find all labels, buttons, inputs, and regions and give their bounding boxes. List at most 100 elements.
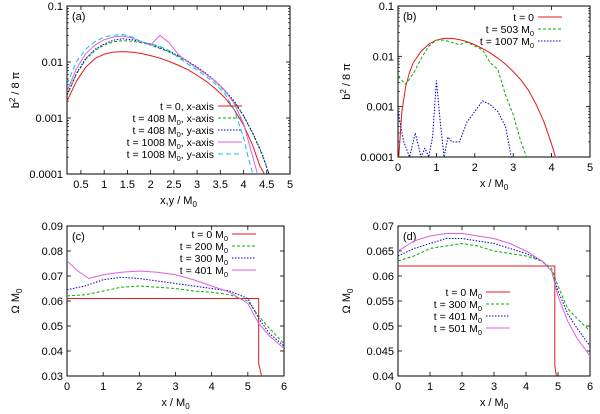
y-axis-label: Ω M0 — [341, 288, 355, 313]
legend-entry-label: t = 300 M0 — [434, 299, 482, 313]
series-line-3 — [398, 238, 590, 347]
x-axis-label: x / M0 — [480, 397, 509, 411]
x-tick-label: 0 — [395, 162, 401, 174]
y-tick-label: 0.01 — [373, 51, 394, 63]
y-tick-label: 0.04 — [373, 371, 394, 383]
legend-entry-label: t = 1008 M0, y-axis — [127, 149, 214, 163]
series-line-1 — [398, 37, 558, 157]
x-tick-label: 6 — [281, 381, 287, 393]
series-group — [398, 37, 558, 157]
legend-entry-label: t = 1008 M0, x-axis — [127, 137, 214, 151]
panel-b: 0 1 2 3 4 5 0.0001 0.001 0.01 0.1 (b) x / M0 b2 / 8 … — [339, 1, 593, 192]
legend-entry-label: t = 501 M0 — [434, 323, 482, 337]
series-line-4 — [67, 34, 258, 174]
x-tick-label: 5 — [587, 162, 593, 174]
panel-d: 0 1 2 3 4 5 6 0.04 0.045 0.05 0.055 0.06 0.065 0.07 (d… — [341, 221, 593, 411]
plot-frame — [397, 5, 591, 158]
y-tick-label: 0.05 — [42, 321, 63, 333]
y-tick-label: 0.0001 — [29, 169, 63, 181]
series-line-1 — [398, 265, 557, 376]
x-tick-label: 0.5 — [73, 179, 88, 191]
y-tick-label: 0.04 — [42, 346, 63, 358]
panel-a: 0.5 1 1.5 2 2.5 3 3.5 4 4.5 5 0.0001 0.001 0.01 0.1 (a… — [8, 1, 293, 209]
x-axis-label: x,y / M0 — [160, 195, 197, 209]
series-line-1 — [67, 51, 265, 174]
plot-frame — [66, 225, 285, 377]
x-tick-label: 5 — [245, 381, 251, 393]
panel-label: (d) — [403, 231, 416, 243]
y-tick-label: 0.001 — [35, 113, 63, 125]
x-tick-label: 2 — [472, 162, 478, 174]
y-axis-label: b2 / 8 π — [339, 63, 353, 100]
y-axis-label: b2 / 8 π — [8, 71, 22, 108]
x-tick-label: 4 — [549, 162, 555, 174]
series-line-2 — [67, 285, 284, 344]
panel-label: (b) — [403, 11, 416, 23]
x-tick-label: 3 — [510, 162, 516, 174]
x-tick-label: 3.5 — [213, 179, 228, 191]
series-line-2 — [67, 40, 270, 174]
y-tick-label: 0.09 — [42, 221, 63, 233]
y-axis-label: Ω M0 — [10, 288, 24, 313]
legend-entry-label: t = 0 M0 — [445, 287, 482, 301]
legend: t = 0t = 503 M0t = 1007 M0 — [480, 12, 562, 50]
series-line-4 — [67, 260, 284, 349]
plot-frame — [397, 225, 591, 377]
series-group — [67, 260, 284, 376]
x-axis-label: x / M0 — [480, 178, 509, 192]
series-group — [398, 233, 590, 376]
y-tick-label: 0.1 — [379, 1, 394, 13]
series-line-1 — [67, 298, 263, 376]
x-tick-label: 4.5 — [259, 179, 274, 191]
x-tick-label: 4 — [523, 381, 529, 393]
x-tick-label: 2 — [136, 381, 142, 393]
x-tick-label: 3 — [172, 381, 178, 393]
y-tick-label: 0.08 — [42, 246, 63, 258]
x-axis-label: x / M0 — [161, 397, 190, 411]
series-line-4 — [398, 233, 590, 357]
y-tick-label: 0.06 — [42, 296, 63, 308]
series-line-3 — [67, 38, 270, 174]
x-tick-label: 5 — [287, 179, 293, 191]
y-tick-label: 0.1 — [48, 1, 63, 13]
y-tick-label: 0.07 — [42, 271, 63, 283]
panel-label: (c) — [72, 231, 85, 243]
x-tick-label: 1 — [427, 381, 433, 393]
x-tick-label: 3 — [491, 381, 497, 393]
panel-c: 0 1 2 3 4 5 6 0.03 0.04 0.05 0.06 0.07 0.08 0.09 (c) x … — [10, 221, 287, 411]
x-tick-label: 6 — [587, 381, 593, 393]
series-line-3 — [67, 276, 284, 347]
x-tick-label: 1 — [100, 381, 106, 393]
y-tick-label: 0.055 — [366, 296, 394, 308]
y-tick-label: 0.0001 — [360, 152, 394, 164]
legend-entry-label: t = 0 — [513, 12, 534, 24]
x-tick-label: 4 — [240, 179, 246, 191]
legend: t = 0 M0t = 300 M0t = 401 M0t = 501 M0 — [434, 287, 510, 337]
legend: t = 0 M0t = 200 M0t = 300 M0t = 401 M0 — [180, 229, 256, 279]
legend-entry-label: t = 300 M0 — [180, 253, 228, 267]
legend-entry-label: t = 401 M0 — [434, 311, 482, 325]
series-line-3 — [398, 80, 512, 157]
legend-entry-label: t = 1007 M0 — [480, 36, 534, 50]
x-tick-label: 1 — [433, 162, 439, 174]
x-tick-label: 2 — [148, 179, 154, 191]
y-tick-label: 0.001 — [366, 102, 394, 114]
legend-entry-label: t = 0, x-axis — [160, 101, 214, 113]
y-tick-label: 0.07 — [373, 221, 394, 233]
y-tick-label: 0.045 — [366, 346, 394, 358]
x-tick-label: 5 — [555, 381, 561, 393]
x-tick-label: 1 — [101, 179, 107, 191]
series-line-2 — [398, 243, 590, 332]
y-tick-label: 0.03 — [42, 371, 63, 383]
x-tick-label: 4 — [209, 381, 215, 393]
legend-entry-label: t = 401 M0 — [180, 265, 228, 279]
x-tick-label: 2.5 — [166, 179, 181, 191]
legend-entry-label: t = 0 M0 — [191, 229, 228, 243]
x-tick-label: 1.5 — [120, 179, 135, 191]
series-group — [67, 33, 270, 174]
x-tick-label: 0 — [395, 381, 401, 393]
x-tick-label: 3 — [194, 179, 200, 191]
legend-entry-label: t = 408 M0, x-axis — [132, 113, 214, 127]
